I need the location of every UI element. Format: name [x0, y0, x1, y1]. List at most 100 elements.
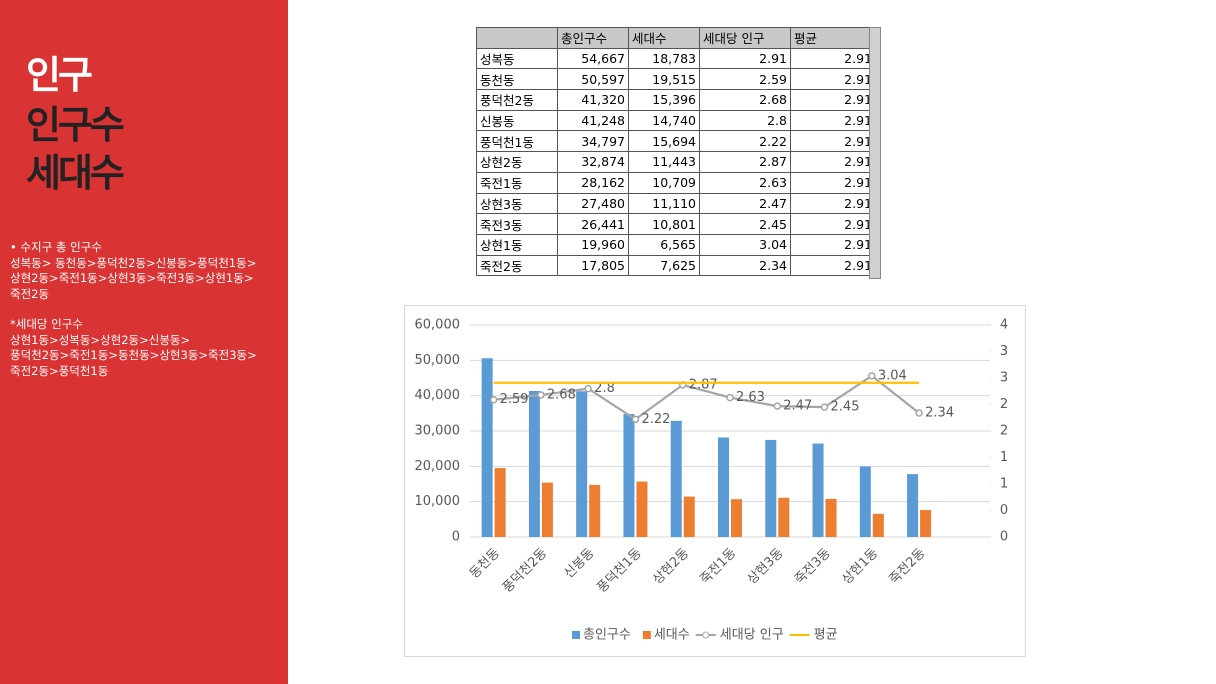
cell: 2.91 — [790, 68, 876, 91]
cell: 27,480 — [557, 192, 629, 215]
cell: 죽전1동 — [476, 171, 558, 194]
title: 인구 — [26, 53, 93, 97]
cell: 50,597 — [557, 68, 629, 91]
bar — [670, 420, 682, 537]
y-tick-label: 60,000 — [415, 318, 461, 333]
point — [868, 372, 876, 380]
row: 동천동 50,597 19,515 2.59 2.91 — [476, 68, 876, 91]
bar — [920, 510, 932, 537]
bar — [718, 437, 729, 537]
cell: 10,709 — [628, 171, 700, 194]
bar — [636, 481, 648, 537]
data-label: 2.8 — [594, 381, 615, 396]
cell: 6,565 — [628, 233, 700, 256]
row: 성복동 54,667 18,783 2.91 2.91 — [476, 47, 876, 70]
y2-tick-label: 3 — [1000, 371, 1008, 386]
row: 죽전2동 17,805 7,625 2.34 2.91 — [476, 254, 876, 277]
cell: 2.34 — [699, 254, 791, 277]
cell: 풍덕천1동 — [476, 130, 558, 153]
cell: 17,805 — [557, 254, 629, 277]
legend-label: 세대당 인구 — [720, 628, 784, 643]
data-label: 2.68 — [547, 387, 576, 402]
cell: 34,797 — [557, 130, 629, 153]
cell: 2.91 — [790, 254, 876, 277]
legend-swatch — [572, 631, 580, 639]
data-label: 2.47 — [783, 399, 812, 414]
y2-tick-label: 2 — [1000, 424, 1008, 439]
y-tick-label: 40,000 — [415, 388, 461, 403]
cell: 2.91 — [790, 89, 876, 111]
cell: 2.91 — [699, 47, 791, 70]
y2-tick-label: 2 — [1000, 397, 1008, 412]
bar — [623, 414, 635, 537]
cell: 26,441 — [557, 213, 629, 235]
row: 풍덕천2동 41,320 15,396 2.68 2.91 — [476, 89, 876, 111]
cell: 성복동 — [476, 47, 558, 70]
point — [820, 403, 829, 411]
bar — [859, 466, 871, 537]
cell: 2.91 — [790, 171, 876, 194]
header-cell: 평균 — [790, 27, 876, 49]
cell: 2.91 — [790, 151, 876, 173]
cell: 10,801 — [628, 213, 700, 235]
cell: 2.91 — [790, 213, 876, 235]
cell: 2.91 — [790, 109, 876, 132]
note: 풍덕천2동>죽전1동>동천동>상현3동>죽전3동> — [10, 348, 257, 362]
side-panel: 인구 인구수 세대수 • 수지구 총 인구수 성복동> 동천동>풍덕천2동>신봉… — [0, 0, 288, 684]
point — [773, 402, 782, 410]
cell: 18,783 — [628, 47, 700, 70]
cell: 28,162 — [557, 171, 629, 194]
note: 성복동> 동천동>풍덕천2동>신봉동>풍덕천1동> — [10, 255, 257, 270]
bar — [872, 513, 884, 537]
title: 세대수 — [26, 151, 125, 195]
cell: 죽전2동 — [476, 254, 558, 277]
bar — [731, 499, 742, 537]
cell: 41,248 — [557, 109, 629, 132]
cell: 2.8 — [699, 109, 791, 132]
legend-label: 평균 — [814, 628, 838, 643]
row: 죽전3동 26,441 10,801 2.45 2.91 — [476, 213, 876, 235]
cell: 11,443 — [628, 151, 700, 173]
bar — [494, 468, 506, 537]
bar — [825, 498, 837, 537]
legend-label: 총인구수 — [583, 628, 631, 643]
cell: 2.22 — [699, 130, 791, 153]
y2-tick-label: 0 — [1000, 503, 1008, 518]
data-label: 3.04 — [878, 368, 907, 383]
row: 풍덕천1동 34,797 15,694 2.22 2.91 — [476, 130, 876, 153]
note: 죽전2동 — [10, 286, 50, 301]
data-label: 2.45 — [831, 400, 860, 415]
point — [726, 393, 734, 402]
y-tick-label: 50,000 — [415, 353, 461, 368]
line — [493, 374, 920, 421]
bar — [778, 497, 790, 537]
y-tick-label: 0 — [452, 530, 460, 545]
cell: 2.91 — [790, 47, 876, 70]
row: 신봉동 41,248 14,740 2.8 2.91 — [476, 109, 876, 132]
bar — [541, 482, 553, 537]
note: *세대당 인구수 — [10, 317, 83, 331]
cell: 19,960 — [557, 233, 629, 256]
point — [537, 391, 545, 399]
cell: 2.59 — [699, 68, 791, 91]
cell: 2.87 — [699, 151, 791, 173]
data-table: 총인구수 세대수 세대당 인구 평균 성복동 54,667 18,783 2.91 2.91 동천… — [476, 27, 876, 277]
data-label: 2.22 — [641, 412, 670, 427]
cell: 41,320 — [557, 89, 629, 111]
note: 상현1동>성복동>상현2동>신봉동> — [10, 332, 191, 347]
cell: 2.45 — [699, 213, 791, 235]
row: 상현2동 32,874 11,443 2.87 2.91 — [476, 151, 876, 173]
note: 상현2동>죽전1동>상현3동>죽전3동>상현1동> — [10, 271, 254, 285]
data-label: 2.59 — [500, 392, 529, 407]
cell: 2.47 — [699, 192, 791, 215]
cell: 2.63 — [699, 171, 791, 194]
y2-tick-label: 1 — [1000, 450, 1008, 465]
header-row: 총인구수 세대수 세대당 인구 평균 — [476, 27, 876, 49]
cell: 신봉동 — [476, 109, 558, 132]
cell: 54,667 — [557, 47, 629, 70]
y-tick-label: 30,000 — [415, 424, 461, 439]
point — [915, 409, 923, 417]
title: 인구수 — [26, 103, 125, 147]
cell: 19,515 — [628, 68, 700, 91]
bar — [589, 484, 601, 537]
